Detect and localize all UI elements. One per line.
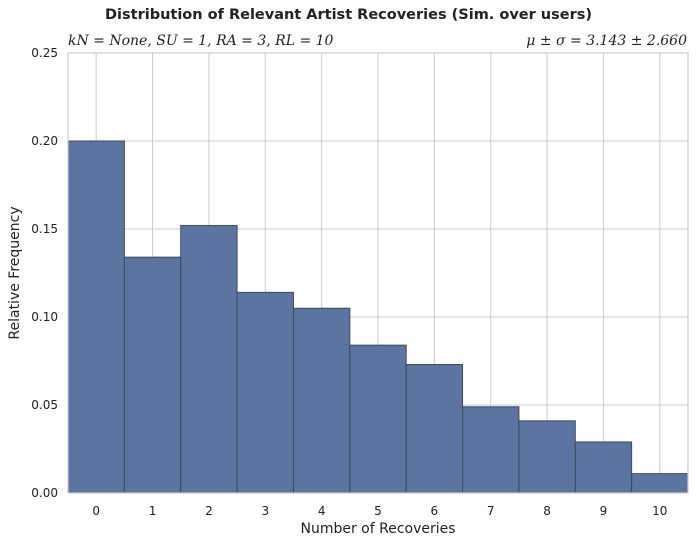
bar-5 bbox=[349, 344, 407, 494]
bar-8 bbox=[518, 420, 576, 494]
x-tick-label: 7 bbox=[487, 504, 495, 518]
y-tick-label: 0.20 bbox=[31, 134, 58, 148]
bar-6 bbox=[405, 364, 464, 494]
y-tick-label: 0.25 bbox=[31, 46, 58, 60]
bar-7 bbox=[462, 406, 520, 494]
y-tick-label: 0.05 bbox=[31, 398, 58, 412]
x-tick-label: 5 bbox=[374, 504, 382, 518]
bars bbox=[67, 140, 689, 494]
y-tick-label: 0.15 bbox=[31, 222, 58, 236]
bar-3 bbox=[236, 291, 294, 494]
x-axis-label: Number of Recoveries bbox=[300, 521, 456, 537]
bar-2 bbox=[180, 224, 238, 494]
y-axis-label: Relative Frequency bbox=[7, 206, 23, 340]
y-tick-label: 0.10 bbox=[31, 310, 58, 324]
bar-9 bbox=[574, 441, 633, 494]
chart-title: Distribution of Relevant Artist Recoveri… bbox=[105, 7, 592, 23]
x-tick-label: 2 bbox=[205, 504, 213, 518]
x-tick-label: 9 bbox=[600, 504, 608, 518]
bar-1 bbox=[123, 256, 182, 494]
x-tick-label: 6 bbox=[431, 504, 439, 518]
bar-10 bbox=[631, 473, 689, 494]
bar-4 bbox=[292, 307, 351, 494]
y-tick-label: 0.00 bbox=[31, 486, 58, 500]
x-tick-label: 1 bbox=[149, 504, 157, 518]
chart-subtitle-params: kN = None, SU = 1, RA = 3, RL = 10 bbox=[68, 33, 334, 49]
bar-0 bbox=[67, 140, 125, 494]
x-tick-label: 10 bbox=[652, 504, 667, 518]
chart-subtitle-stats: μ ± σ = 3.143 ± 2.660 bbox=[526, 33, 687, 49]
plot-border bbox=[67, 52, 689, 494]
y-tick-labels: 0.00 0.05 0.10 0.15 0.20 0.25 bbox=[31, 46, 58, 500]
plot-frame bbox=[67, 52, 689, 494]
x-tick-label: 4 bbox=[318, 504, 326, 518]
x-tick-label: 0 bbox=[92, 504, 100, 518]
x-tick-label: 8 bbox=[543, 504, 551, 518]
x-tick-label: 3 bbox=[261, 504, 269, 518]
x-tick-labels: 0 1 2 3 4 5 6 7 8 9 10 bbox=[92, 504, 667, 518]
